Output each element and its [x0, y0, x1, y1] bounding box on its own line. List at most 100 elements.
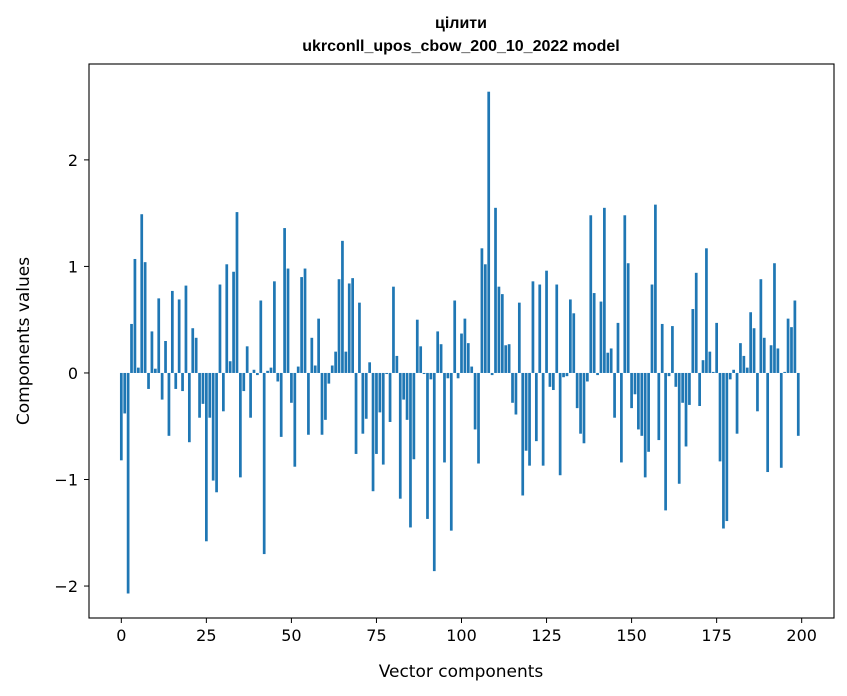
bar-140	[596, 372, 599, 376]
bar-188	[759, 279, 763, 373]
bar-97	[449, 372, 453, 531]
bar-36	[242, 372, 246, 392]
bar-167	[688, 372, 691, 405]
bar-22	[194, 337, 198, 373]
bar-31	[225, 264, 229, 373]
bar-132	[569, 299, 572, 373]
bar-82	[398, 372, 402, 499]
bar-149	[626, 263, 630, 373]
bar-32	[228, 361, 232, 373]
bar-88	[419, 346, 423, 373]
bar-133	[572, 313, 576, 373]
bar-0	[119, 372, 123, 461]
bar-147	[620, 372, 623, 463]
bar-120	[528, 372, 531, 466]
bar-68	[351, 278, 354, 373]
bar-157	[654, 204, 657, 373]
bar-5	[136, 367, 140, 373]
bar-192	[773, 263, 776, 373]
bar-67	[347, 283, 351, 373]
bar-70	[358, 302, 361, 373]
bar-37	[245, 346, 249, 373]
bar-78	[385, 372, 389, 375]
bar-155	[647, 372, 650, 452]
bar-159	[660, 323, 664, 373]
bar-193	[776, 348, 780, 373]
bar-163	[674, 372, 678, 387]
bar-186	[752, 328, 756, 373]
y-tick-label: 0	[68, 364, 78, 383]
bar-46	[276, 372, 280, 382]
bar-40	[256, 372, 259, 376]
bar-9	[150, 331, 154, 373]
bar-107	[483, 264, 487, 373]
bar-58	[317, 318, 320, 373]
bar-177	[722, 372, 725, 529]
bar-98	[453, 300, 457, 373]
bar-168	[691, 309, 695, 373]
bar-30	[222, 372, 225, 412]
bar-165	[681, 372, 684, 403]
bar-116	[514, 372, 518, 415]
bar-39	[252, 369, 256, 373]
bar-152	[637, 372, 640, 430]
bar-141	[599, 301, 603, 373]
bar-92	[432, 372, 436, 572]
chart-title: цілити	[435, 15, 487, 32]
bar-119	[524, 372, 528, 451]
bar-128	[555, 284, 559, 373]
x-tick-label: 50	[281, 626, 301, 645]
bar-26	[208, 372, 212, 418]
bar-136	[582, 372, 586, 444]
bar-124	[541, 372, 545, 466]
bar-14	[167, 372, 171, 436]
bar-130	[562, 372, 565, 378]
bar-57	[313, 365, 317, 373]
bar-180	[732, 369, 736, 373]
bar-109	[490, 372, 494, 376]
bar-131	[565, 372, 569, 377]
x-tick-label: 150	[616, 626, 647, 645]
bar-164	[677, 372, 681, 484]
bar-129	[558, 372, 562, 476]
bar-142	[603, 207, 606, 373]
y-tick-label: 2	[68, 151, 78, 170]
bar-25	[205, 372, 208, 542]
bar-110	[494, 207, 497, 373]
bar-154	[643, 372, 647, 478]
bar-62	[330, 365, 334, 373]
bar-27	[211, 372, 215, 481]
bar-175	[715, 322, 718, 373]
bar-60	[324, 372, 327, 420]
bar-134	[575, 372, 579, 409]
bar-45	[273, 281, 276, 373]
bar-183	[742, 355, 746, 373]
y-axis-label: Components values	[14, 257, 34, 425]
bar-11	[157, 298, 161, 373]
bar-126	[548, 372, 552, 387]
bar-115	[511, 372, 514, 403]
bar-184	[745, 367, 749, 373]
bar-28	[215, 372, 218, 493]
bar-6	[140, 214, 144, 373]
bar-74	[371, 372, 375, 492]
x-tick-label: 125	[531, 626, 562, 645]
y-tick-label: −2	[54, 577, 78, 596]
x-axis-ticks: 0 25 50 75 100 125 150 175 200	[116, 618, 817, 645]
bar-73	[368, 362, 372, 373]
bar-114	[507, 344, 511, 373]
bar-166	[684, 372, 688, 447]
bar-112	[500, 294, 504, 373]
bar-85	[409, 372, 412, 528]
bar-187	[756, 372, 759, 412]
bar-52	[296, 366, 300, 373]
bar-137	[586, 372, 589, 382]
bar-63	[334, 351, 337, 373]
bar-176	[718, 372, 722, 462]
bar-172	[705, 248, 708, 373]
x-tick-label: 0	[116, 626, 126, 645]
bar-94	[439, 344, 443, 373]
bar-174	[711, 371, 715, 373]
bar-121	[531, 281, 535, 373]
bar-104	[473, 372, 477, 430]
